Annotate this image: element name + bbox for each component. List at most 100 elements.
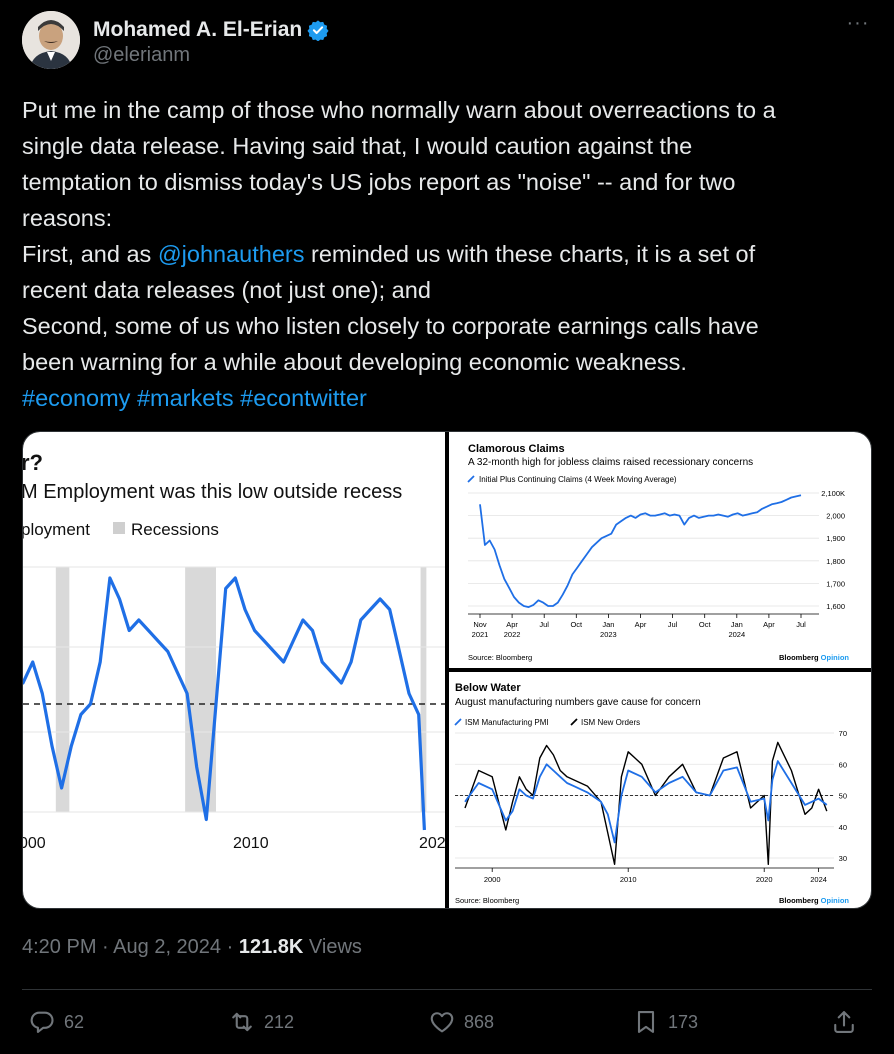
x-tick-label: Jan [731, 620, 743, 629]
mention-link[interactable]: @johnauthers [157, 241, 305, 267]
author-handle[interactable]: @elerianm [93, 44, 191, 66]
repost-button[interactable]: 212 [228, 1008, 294, 1036]
manufacturing-chart: Below Water August manufacturing numbers… [454, 682, 849, 905]
media-image-employment[interactable]: r? M Employment was this low outside rec… [23, 432, 445, 908]
hashtag-link[interactable]: #economy [22, 385, 131, 411]
repost-icon [232, 1012, 252, 1032]
heart-icon [430, 1012, 454, 1033]
x-tick-label: 2024 [810, 875, 827, 884]
tweet-line: Second, some of us who listen closely to… [22, 313, 759, 339]
x-tick-label: 2010 [620, 875, 637, 884]
y-tick-label: 1,800 [826, 557, 845, 566]
tweet-meta: 4:20 PM · Aug 2, 2024 · 121.8K Views [22, 936, 362, 959]
recession-band [55, 567, 70, 812]
legend-label: ployment [23, 520, 90, 539]
source-label: Source: Bloomberg [455, 896, 519, 905]
hashtag-link[interactable]: #markets [136, 385, 234, 411]
tweet-date[interactable]: Aug 2, 2024 [113, 936, 222, 958]
legend-swatch [113, 522, 125, 534]
hashtag-link[interactable]: #econtwitter [240, 385, 367, 411]
reply-count: 62 [64, 1011, 85, 1032]
x-tick-label: Oct [570, 620, 583, 629]
meta-separator: · [102, 936, 109, 958]
x-tick-label: 2000 [484, 875, 501, 884]
chart-subtitle: A 32-month high for jobless claims raise… [468, 457, 753, 468]
chart-title: Below Water [455, 682, 521, 694]
x-tick-label: 2023 [600, 630, 617, 639]
avatar-portrait-icon [22, 11, 80, 69]
tweet-line: reasons: [22, 205, 113, 231]
more-options-icon[interactable]: ··· [846, 12, 870, 34]
recession-band [420, 567, 427, 812]
y-tick-label: 40 [839, 823, 847, 832]
gridlines [23, 566, 445, 813]
x-tick-label: 2020 [756, 875, 773, 884]
tweet-time[interactable]: 4:20 PM [22, 936, 97, 958]
employment-line [23, 576, 426, 831]
y-tick-label: 60 [839, 760, 847, 769]
meta-separator: · [226, 936, 234, 958]
reply-icon [30, 1011, 54, 1033]
chart-subtitle: M Employment was this low outside recess [23, 481, 402, 503]
brand-main: Bloomberg [779, 653, 821, 662]
y-tick-label: 1,700 [826, 579, 845, 588]
legend-swatch [454, 718, 462, 726]
y-tick-labels: 70 60 50 40 30 [839, 729, 847, 863]
x-tick-label: Apr [635, 620, 647, 629]
tweet-text: Put me in the camp of those who normally… [22, 92, 872, 416]
gridlines [455, 732, 834, 869]
new-orders-line [464, 741, 828, 865]
x-tick-label: 202 [419, 835, 445, 852]
media-image-claims[interactable]: Clamorous Claims A 32-month high for job… [449, 432, 871, 668]
brand-accent: Opinion [821, 653, 850, 662]
x-tick-label: 2022 [504, 630, 521, 639]
y-tick-labels: 2,100K 2,000 1,900 1,800 1,700 1,600 [821, 489, 845, 611]
like-count: 868 [464, 1011, 495, 1032]
x-tick-labels: 2000 2010 2020 2024 [484, 868, 827, 884]
share-icon [834, 1011, 854, 1033]
action-bar: 62 212 868 173 [22, 1004, 872, 1044]
tweet-line-pre: First, and as [22, 241, 158, 267]
hashtag-line: #economy #markets #econtwitter [22, 380, 872, 416]
media-image-manufacturing[interactable]: Below Water August manufacturing numbers… [449, 672, 871, 908]
tweet-header: Mohamed A. El-Erian @elerianm ··· [22, 8, 882, 72]
like-button[interactable]: 868 [428, 1008, 494, 1036]
legend-swatch [467, 475, 475, 483]
recession-shading [55, 567, 427, 812]
author-name[interactable]: Mohamed A. El-Erian [93, 18, 329, 42]
legend-label: Recessions [131, 520, 219, 539]
tweet-line: Put me in the camp of those who normally… [22, 97, 776, 123]
author-name-text: Mohamed A. El-Erian [93, 18, 303, 41]
x-tick-label: Oct [699, 620, 712, 629]
y-tick-label: 50 [839, 792, 847, 801]
y-tick-label: 70 [839, 729, 847, 738]
bookmark-icon [637, 1011, 655, 1033]
chart-subtitle: August manufacturing numbers gave cause … [455, 697, 701, 708]
tweet-line: single data release. Having said that, I… [22, 133, 693, 159]
brand-label: Bloomberg Opinion [779, 896, 849, 905]
x-tick-labels: 000 2010 202 [23, 835, 445, 852]
legend-label: ISM Manufacturing PMI [465, 718, 549, 727]
tweet-line: recent data releases (not just one); and [22, 277, 431, 303]
chart-title: r? [23, 450, 43, 475]
legend-swatch [570, 718, 578, 726]
avatar[interactable] [22, 11, 80, 69]
claims-line [479, 494, 802, 608]
source-label: Source: Bloomberg [468, 653, 532, 662]
media-grid: r? M Employment was this low outside rec… [22, 431, 872, 909]
brand-label: Bloomberg Opinion [779, 653, 849, 662]
share-button[interactable] [830, 1008, 866, 1036]
legend-label: Initial Plus Continuing Claims (4 Week M… [479, 475, 677, 484]
chart-title: Clamorous Claims [468, 443, 565, 455]
reply-button[interactable]: 62 [28, 1008, 84, 1036]
bookmark-button[interactable]: 173 [632, 1008, 698, 1036]
x-tick-label: Jul [796, 620, 806, 629]
claims-chart: Clamorous Claims A 32-month high for job… [467, 443, 849, 662]
y-tick-label: 30 [839, 854, 847, 863]
verified-badge-icon [307, 20, 329, 41]
employment-chart: r? M Employment was this low outside rec… [23, 450, 445, 852]
gridlines [468, 492, 819, 615]
x-tick-label: 000 [23, 835, 46, 852]
x-tick-label: Apr [506, 620, 518, 629]
